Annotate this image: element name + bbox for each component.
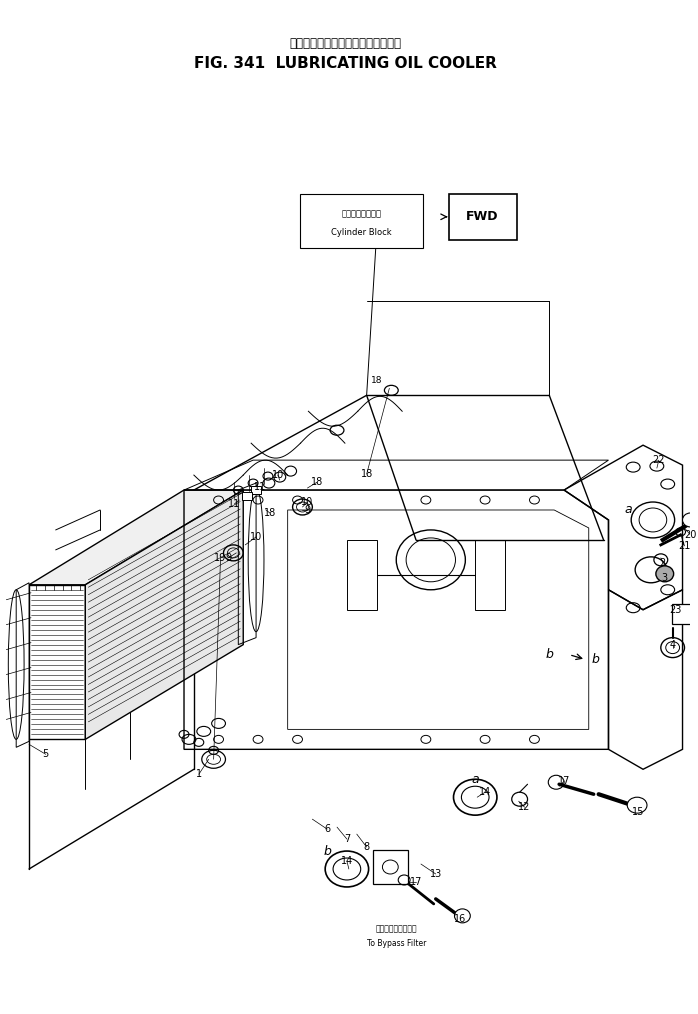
- Text: 14: 14: [479, 787, 491, 797]
- Polygon shape: [16, 583, 29, 747]
- FancyBboxPatch shape: [449, 194, 517, 239]
- Text: 10: 10: [302, 497, 313, 507]
- Text: 9: 9: [304, 505, 311, 515]
- Text: 1: 1: [195, 770, 202, 780]
- Text: 11: 11: [254, 482, 266, 492]
- Text: 17: 17: [558, 777, 570, 786]
- Text: 10: 10: [272, 470, 284, 480]
- Text: FWD: FWD: [466, 210, 498, 223]
- Text: To Bypass Filter: To Bypass Filter: [366, 939, 426, 948]
- FancyBboxPatch shape: [251, 486, 261, 494]
- Text: a: a: [471, 773, 479, 786]
- Text: シリンダブロック: シリンダブロック: [342, 209, 382, 218]
- Text: 23: 23: [669, 604, 682, 614]
- Text: Cylinder Block: Cylinder Block: [332, 228, 392, 237]
- Text: FIG. 341  LUBRICATING OIL COOLER: FIG. 341 LUBRICATING OIL COOLER: [195, 56, 498, 71]
- Text: 2: 2: [660, 558, 666, 568]
- Ellipse shape: [628, 797, 647, 813]
- Text: 18: 18: [371, 376, 383, 385]
- Polygon shape: [85, 490, 243, 739]
- Text: 11: 11: [228, 499, 241, 509]
- Text: 20: 20: [684, 530, 697, 539]
- Text: 19: 19: [214, 553, 227, 563]
- Ellipse shape: [454, 909, 470, 923]
- FancyBboxPatch shape: [301, 194, 423, 247]
- Text: 17: 17: [410, 877, 422, 887]
- Text: 16: 16: [454, 914, 466, 924]
- Polygon shape: [29, 490, 243, 585]
- FancyBboxPatch shape: [242, 492, 252, 500]
- Text: a: a: [625, 504, 632, 516]
- Text: 13: 13: [429, 869, 442, 879]
- Text: b: b: [323, 845, 331, 858]
- Text: 8: 8: [364, 842, 370, 852]
- Polygon shape: [29, 585, 85, 739]
- Text: 18: 18: [311, 477, 323, 487]
- Text: 5: 5: [43, 749, 49, 759]
- Text: 22: 22: [653, 455, 665, 465]
- FancyBboxPatch shape: [373, 850, 408, 884]
- Text: 7: 7: [344, 835, 350, 844]
- Text: 18: 18: [264, 508, 276, 518]
- Text: 4: 4: [669, 640, 676, 650]
- FancyBboxPatch shape: [671, 603, 693, 624]
- Ellipse shape: [683, 513, 698, 527]
- Text: 12: 12: [519, 802, 530, 812]
- Text: バイパスフィルタヘ: バイパスフィルタヘ: [376, 925, 417, 933]
- Text: 15: 15: [632, 807, 644, 817]
- Text: 9: 9: [225, 553, 232, 563]
- Text: 18: 18: [360, 469, 373, 479]
- Text: 21: 21: [678, 540, 691, 551]
- Text: 6: 6: [324, 824, 330, 835]
- Text: ルーブリケーティングオイルクーラ: ルーブリケーティングオイルクーラ: [290, 37, 402, 50]
- Text: 3: 3: [662, 573, 668, 583]
- Ellipse shape: [656, 566, 674, 582]
- Text: b: b: [545, 648, 554, 661]
- Text: b: b: [592, 653, 600, 666]
- Text: 14: 14: [341, 856, 353, 866]
- Text: 10: 10: [250, 532, 262, 541]
